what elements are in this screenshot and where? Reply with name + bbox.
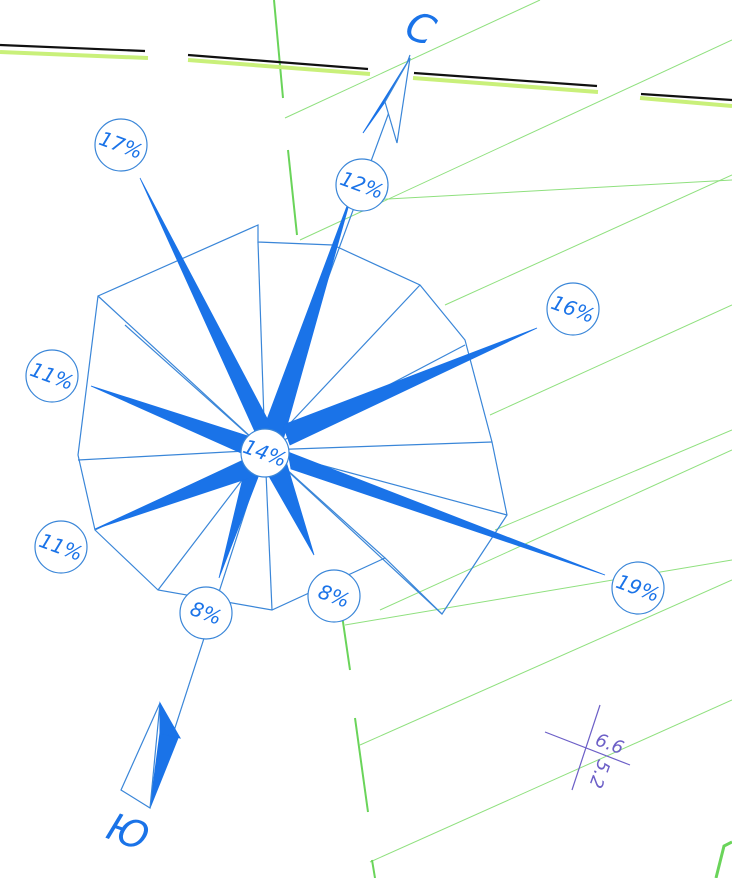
percent-label-northwest: 17%	[94, 118, 148, 172]
ray-east	[287, 451, 606, 576]
percent-label-west: 11%	[25, 349, 79, 403]
elevation-top: 6.6	[592, 730, 626, 760]
road-line	[0, 43, 732, 108]
corner-mark	[714, 840, 732, 878]
site-hatch-lines	[284, 0, 732, 863]
wind-rose-outline	[77, 224, 508, 615]
ray-southwest	[94, 459, 253, 530]
percent-label-south: 8%	[179, 586, 233, 640]
percent-label-southeast: 8%	[307, 569, 361, 623]
wind-rays	[90, 177, 606, 579]
ray-northeast	[282, 327, 538, 446]
south-arrow-icon	[120, 701, 182, 810]
percent-label-east: 19%	[611, 561, 665, 615]
percent-label-northeast: 16%	[546, 282, 600, 336]
ray-north	[262, 189, 354, 441]
site-boundary	[273, 0, 376, 878]
north-arrow-icon	[362, 57, 411, 144]
elevation-bottom: 5.2	[584, 757, 614, 791]
center-marker: 14%	[240, 428, 290, 478]
ray-northwest	[139, 177, 271, 435]
north-label: С	[399, 3, 441, 56]
south-label: Ю	[101, 804, 155, 859]
percent-label-southwest: 11%	[34, 520, 88, 574]
ray-west	[90, 385, 252, 457]
percent-label-north: 12%	[335, 158, 389, 212]
